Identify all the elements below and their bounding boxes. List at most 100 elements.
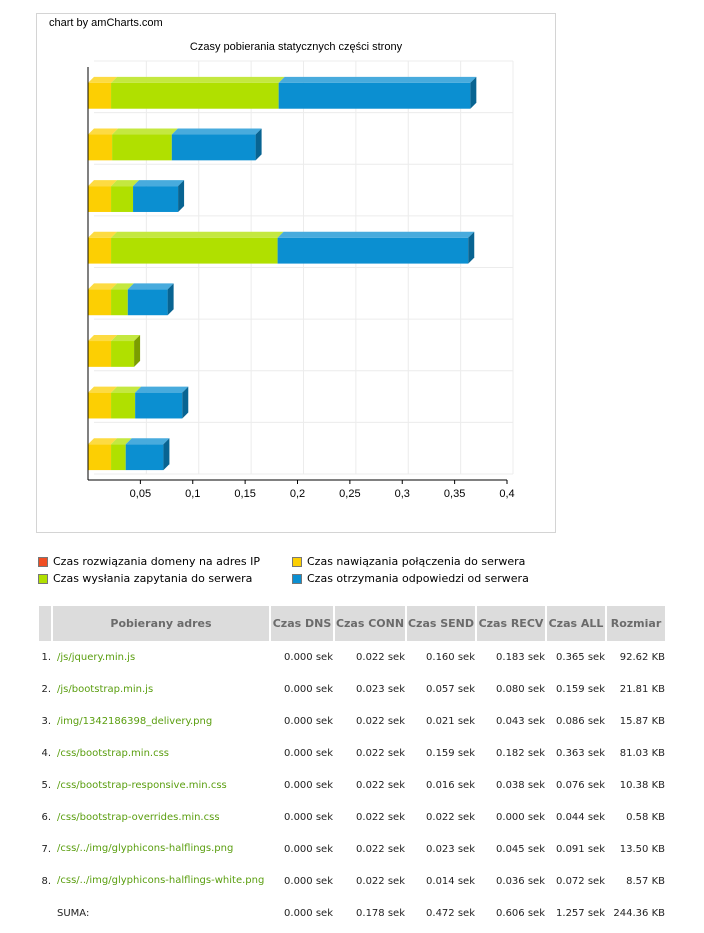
bar-segment-top [112, 128, 178, 135]
row-dns: 0.000 sek [284, 715, 333, 727]
bar-segment-top [133, 180, 185, 187]
legend-label: Czas wysłania zapytania do serwera [53, 572, 253, 585]
table-total-row: SUMA: 0.000 sek 0.178 sek 0.472 sek 0.606 se… [39, 897, 665, 929]
row-conn: 0.022 sek [356, 779, 405, 791]
row-url-link[interactable]: /css/bootstrap-overrides.min.css [57, 811, 220, 823]
row-index: 8. [41, 875, 51, 887]
bar-segment[interactable] [88, 283, 118, 316]
bar-segment-top [125, 438, 170, 445]
row-all: 0.072 sek [556, 875, 605, 887]
bar-segment[interactable] [111, 76, 285, 109]
legend-swatch-icon [292, 556, 302, 567]
bar-segment-front [88, 341, 112, 367]
bar-segment[interactable] [88, 335, 118, 367]
header-url[interactable]: Pobierany adres [53, 606, 269, 641]
row-url-link[interactable]: /img/1342186398_delivery.png [57, 715, 213, 727]
bar-segment[interactable] [88, 231, 118, 264]
header-all[interactable]: Czas ALL [547, 606, 605, 641]
legend-item-dns[interactable]: Czas rozwiązania domeny na adres IP [38, 555, 292, 568]
bar-segment[interactable] [88, 76, 118, 109]
bar-segment[interactable] [111, 283, 134, 316]
row-url-link[interactable]: /css/bootstrap.min.css [57, 747, 170, 759]
bar-segment[interactable] [133, 180, 185, 212]
bar-segment-top [88, 283, 118, 290]
row-size: 13.50 KB [619, 843, 665, 855]
row-index: 5. [41, 779, 51, 791]
header-dns[interactable]: Czas DNS [271, 606, 333, 641]
bar-segment[interactable] [88, 180, 118, 212]
bar-segment[interactable] [125, 438, 170, 471]
bar-segment[interactable] [277, 231, 475, 264]
row-url-link[interactable]: /css/bootstrap-responsive.min.css [57, 779, 227, 791]
bar-segment[interactable] [88, 438, 118, 471]
x-tick-label: 0,05 [130, 488, 151, 500]
row-dns: 0.000 sek [284, 683, 333, 695]
row-index [39, 897, 51, 929]
bar-segment-front [111, 237, 278, 264]
bar-segment[interactable] [111, 231, 284, 264]
bar-segment-front [127, 289, 168, 316]
row-all: 0.365 sek [556, 651, 605, 663]
row-index: 6. [41, 811, 51, 823]
total-dns: 0.000 sek [284, 907, 333, 919]
download-times-table: Pobierany adres Czas DNS Czas CONN Czas … [37, 606, 667, 929]
header-size[interactable]: Rozmiar [607, 606, 665, 641]
x-tick-label: 0,2 [290, 488, 305, 500]
chart-credit-link[interactable]: chart by amCharts.com [49, 17, 163, 29]
row-url-link[interactable]: /css/../img/glyphicons-halflings.png [57, 843, 234, 854]
bar-segment-top [88, 76, 118, 83]
header-conn[interactable]: Czas CONN [335, 606, 405, 641]
header-send[interactable]: Czas SEND [407, 606, 475, 641]
bar-segment-front [111, 289, 128, 316]
bar-segment[interactable] [88, 386, 118, 419]
bar-segment[interactable] [112, 128, 178, 161]
row-index: 3. [41, 715, 51, 727]
row-dns: 0.000 sek [284, 779, 333, 791]
bar-segment[interactable] [278, 76, 477, 109]
row-send: 0.023 sek [426, 843, 475, 855]
bar-segment[interactable] [111, 438, 132, 471]
header-recv[interactable]: Czas RECV [477, 606, 545, 641]
bar-segment-top [88, 438, 118, 445]
bar-segment[interactable] [171, 128, 262, 161]
bar-segment-top [135, 386, 189, 393]
row-size: 15.87 KB [619, 715, 665, 727]
legend-item-recv[interactable]: Czas otrzymania odpowiedzi od serwera [292, 572, 546, 585]
row-url-link[interactable]: /js/bootstrap.min.js [57, 683, 154, 695]
bar-segment-front [88, 82, 112, 109]
bar-segment[interactable] [111, 386, 142, 419]
bar-segment[interactable] [127, 283, 174, 316]
table-row: 5. /css/bootstrap-responsive.min.css 0.000… [39, 769, 665, 801]
row-index: 4. [41, 747, 51, 759]
header-index [39, 606, 51, 641]
row-url-link[interactable]: /js/jquery.min.js [57, 651, 136, 663]
row-send: 0.160 sek [426, 651, 475, 663]
chart-title: Czasy pobierania statycznych części stro… [189, 41, 403, 53]
chart-legend: Czas rozwiązania domeny na adres IP Czas… [38, 553, 558, 587]
row-send: 0.021 sek [426, 715, 475, 727]
legend-label: Czas otrzymania odpowiedzi od serwera [307, 572, 529, 585]
row-url-cell: /img/1342186398_delivery.png [53, 705, 269, 737]
bar-segment[interactable] [135, 386, 189, 419]
bar-segment-top [111, 283, 134, 290]
row-all: 0.044 sek [556, 811, 605, 823]
bar-segment[interactable] [111, 335, 141, 367]
bar-segment-top [127, 283, 174, 290]
chart-panel: chart by amCharts.com Czasy pobierania s… [36, 13, 556, 533]
row-url-cell: /css/bootstrap-overrides.min.css [53, 801, 269, 833]
legend-item-conn[interactable]: Czas nawiązania połączenia do serwera [292, 555, 546, 568]
bar-segment[interactable] [88, 128, 119, 161]
bar-segment-top [88, 180, 118, 187]
legend-item-send[interactable]: Czas wysłania zapytania do serwera [38, 572, 292, 585]
row-recv: 0.080 sek [496, 683, 545, 695]
row-size: 10.38 KB [619, 779, 665, 791]
table-row: 8. /css/../img/glyphicons-halflings-white… [39, 865, 665, 897]
legend-swatch-icon [38, 556, 48, 567]
bar-segment-front [135, 392, 183, 419]
row-send: 0.057 sek [426, 683, 475, 695]
row-url-link[interactable]: /css/../img/glyphicons-halflings-white.p… [57, 875, 265, 886]
row-recv: 0.182 sek [496, 747, 545, 759]
table-row: 3. /img/1342186398_delivery.png 0.000 sek 0… [39, 705, 665, 737]
bar-segment-top [88, 386, 118, 393]
bar-segment[interactable] [111, 180, 140, 212]
